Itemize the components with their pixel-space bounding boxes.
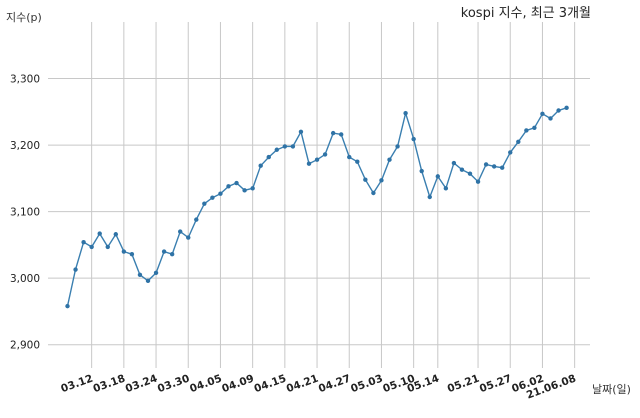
data-point: [435, 174, 440, 179]
x-tick-label: 03.18: [92, 373, 127, 396]
x-tick-label: 03.24: [124, 373, 159, 396]
data-point: [186, 235, 191, 240]
y-tick-label: 2,900: [10, 340, 40, 352]
data-point: [178, 229, 183, 234]
data-point: [548, 116, 553, 121]
data-point: [524, 128, 529, 133]
data-point: [210, 195, 215, 200]
data-point: [234, 180, 239, 186]
y-tick-label: 3,200: [10, 140, 40, 152]
data-point: [459, 167, 465, 172]
data-point: [202, 201, 207, 206]
chart-title: kospi 지수, 최근 3개월: [461, 6, 591, 21]
data-point: [218, 191, 223, 196]
data-point: [371, 190, 376, 196]
data-point: [73, 267, 78, 272]
horizontal-gridlines: [48, 78, 590, 346]
data-point: [508, 150, 513, 155]
data-point: [363, 177, 368, 182]
data-point: [379, 178, 384, 183]
data-point: [491, 164, 497, 169]
data-point: [403, 110, 408, 116]
kospi-series-points: [65, 105, 569, 309]
data-point: [347, 154, 352, 160]
data-point: [419, 168, 424, 174]
x-tick-label: 04.09: [220, 373, 255, 396]
y-tick-label: 3,000: [10, 273, 40, 285]
x-tick-label: 04.05: [188, 373, 223, 396]
x-tick-label: 04.21: [285, 373, 320, 396]
data-point: [161, 249, 167, 254]
data-point: [137, 272, 143, 278]
data-point: [339, 132, 344, 137]
data-point: [322, 152, 328, 157]
data-point: [81, 240, 86, 245]
data-point: [387, 157, 392, 162]
data-point: [475, 179, 481, 184]
data-point: [145, 278, 151, 284]
vertical-gridlines: [91, 22, 576, 368]
data-point: [226, 184, 231, 189]
data-point: [314, 157, 320, 162]
data-point: [121, 249, 127, 254]
data-point: [443, 186, 449, 191]
data-point: [556, 108, 561, 113]
data-point: [532, 125, 537, 130]
x-tick-label: 05.03: [349, 373, 384, 396]
x-axis-label: 날짜(일): [592, 382, 631, 396]
x-tick-label: 03.12: [59, 373, 94, 396]
x-axis-tick-labels: 03.1203.1803.2403.3004.0504.0904.1504.21…: [59, 373, 577, 402]
x-tick-label: 03.30: [156, 373, 191, 396]
data-point: [483, 162, 489, 167]
data-point: [516, 139, 521, 144]
data-point: [282, 144, 288, 149]
data-point: [427, 194, 432, 200]
data-point: [113, 232, 119, 237]
data-point: [153, 270, 159, 276]
data-point: [97, 231, 102, 236]
y-tick-label: 3,300: [10, 74, 40, 86]
x-tick-label: 04.27: [317, 373, 352, 396]
x-tick-label: 05.27: [478, 373, 513, 396]
data-point: [250, 186, 255, 191]
data-point: [355, 159, 360, 164]
data-point: [290, 144, 296, 149]
data-point: [266, 154, 271, 160]
x-tick-label: 05.21: [446, 373, 481, 396]
data-point: [540, 111, 545, 117]
data-point: [395, 144, 400, 149]
data-point: [242, 188, 247, 193]
data-point: [411, 136, 416, 142]
data-point: [129, 252, 135, 257]
data-point: [65, 303, 70, 309]
x-tick-label: 04.15: [253, 373, 288, 396]
data-point: [500, 165, 505, 170]
y-axis-tick-labels: 2,900 3,000 3,100 3,200 3,300: [10, 74, 40, 352]
y-tick-label: 3,100: [10, 207, 40, 219]
data-point: [298, 129, 304, 134]
data-point: [169, 252, 175, 257]
data-point: [274, 147, 279, 152]
data-point: [105, 244, 110, 250]
data-point: [89, 244, 94, 250]
data-point: [194, 217, 199, 222]
y-axis-label: 지수(p): [6, 11, 42, 24]
data-point: [467, 171, 473, 176]
data-point: [306, 161, 312, 166]
data-point: [451, 160, 457, 166]
data-point: [564, 105, 569, 111]
data-point: [330, 130, 336, 136]
data-point: [258, 163, 263, 168]
